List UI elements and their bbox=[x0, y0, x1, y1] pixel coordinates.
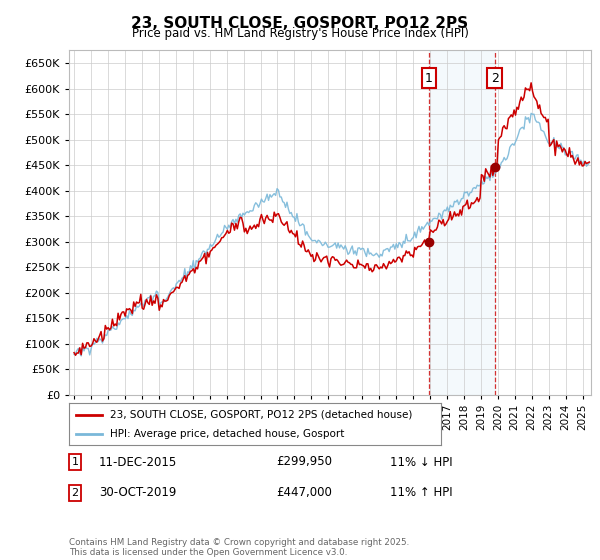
Bar bbox=[429, 50, 495, 395]
Text: 11% ↓ HPI: 11% ↓ HPI bbox=[390, 455, 452, 469]
Text: 23, SOUTH CLOSE, GOSPORT, PO12 2PS: 23, SOUTH CLOSE, GOSPORT, PO12 2PS bbox=[131, 16, 469, 31]
Text: 1: 1 bbox=[71, 457, 79, 467]
Text: Price paid vs. HM Land Registry's House Price Index (HPI): Price paid vs. HM Land Registry's House … bbox=[131, 27, 469, 40]
Text: 2: 2 bbox=[491, 72, 499, 85]
Text: HPI: Average price, detached house, Gosport: HPI: Average price, detached house, Gosp… bbox=[110, 429, 344, 439]
Text: 30-OCT-2019: 30-OCT-2019 bbox=[99, 486, 176, 500]
Text: 11% ↑ HPI: 11% ↑ HPI bbox=[390, 486, 452, 500]
Text: £447,000: £447,000 bbox=[276, 486, 332, 500]
Text: £299,950: £299,950 bbox=[276, 455, 332, 469]
Text: Contains HM Land Registry data © Crown copyright and database right 2025.
This d: Contains HM Land Registry data © Crown c… bbox=[69, 538, 409, 557]
Text: 1: 1 bbox=[425, 72, 433, 85]
Text: 23, SOUTH CLOSE, GOSPORT, PO12 2PS (detached house): 23, SOUTH CLOSE, GOSPORT, PO12 2PS (deta… bbox=[110, 409, 412, 419]
Text: 11-DEC-2015: 11-DEC-2015 bbox=[99, 455, 177, 469]
Text: 2: 2 bbox=[71, 488, 79, 498]
